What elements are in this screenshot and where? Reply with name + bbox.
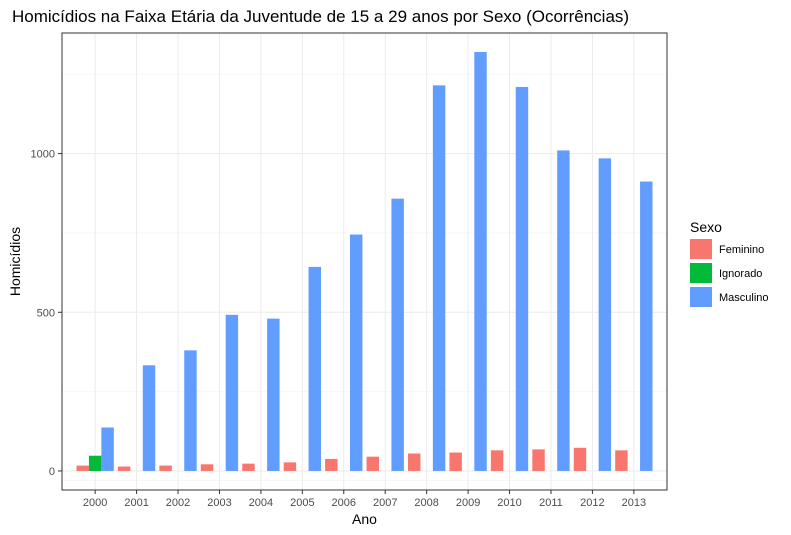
legend: Sexo Feminino Ignorado Masculino xyxy=(690,219,769,307)
x-tick-label: 2013 xyxy=(622,497,646,509)
bar-masculino-2000 xyxy=(101,427,114,471)
chart-title: Homicídios na Faixa Etária da Juventude … xyxy=(12,7,629,26)
x-tick-label: 2009 xyxy=(456,497,480,509)
bar-feminino-2002 xyxy=(159,465,172,471)
bar-masculino-2005 xyxy=(308,266,321,471)
bar-feminino-2010 xyxy=(490,450,504,471)
bar-masculino-2013 xyxy=(640,181,653,471)
x-tick-label: 2004 xyxy=(249,497,273,509)
x-tick-label: 2001 xyxy=(124,497,148,509)
x-tick-label: 2008 xyxy=(414,497,438,509)
y-tick-label: 0 xyxy=(49,466,55,478)
bar-masculino-2004 xyxy=(267,318,280,471)
bar-feminino-2007 xyxy=(366,456,379,471)
bar-masculino-2010 xyxy=(515,86,529,471)
x-tick-label: 2007 xyxy=(373,497,397,509)
bar-masculino-2006 xyxy=(350,234,363,471)
x-tick-label: 2003 xyxy=(207,497,231,509)
x-tick-label: 2005 xyxy=(290,497,314,509)
bar-feminino-2005 xyxy=(283,462,297,471)
x-tick-label: 2000 xyxy=(83,497,107,509)
bar-feminino-2001 xyxy=(117,466,131,471)
x-tick-label: 2006 xyxy=(332,497,356,509)
bar-feminino-2000 xyxy=(76,465,89,471)
x-tick-label: 2011 xyxy=(539,497,563,509)
legend-label-masculino: Masculino xyxy=(719,292,769,304)
bar-ignorado-2000 xyxy=(88,455,102,471)
y-tick-label: 1000 xyxy=(31,149,55,161)
legend-label-ignorado: Ignorado xyxy=(719,268,762,280)
x-axis-title: Ano xyxy=(352,511,377,527)
bars xyxy=(76,52,653,471)
bar-feminino-2006 xyxy=(325,458,338,471)
bar-feminino-2012 xyxy=(573,447,587,471)
bar-masculino-2008 xyxy=(432,85,446,471)
x-tick-label: 2012 xyxy=(580,497,604,509)
x-axis: 2000 2001 2002 2003 2004 2005 2006 2007 2008 2009… xyxy=(83,490,646,509)
y-tick-label: 500 xyxy=(37,307,55,319)
bar-feminino-2004 xyxy=(242,463,255,471)
plot-border xyxy=(61,32,668,491)
legend-key-feminino xyxy=(690,239,712,259)
bar-feminino-2013 xyxy=(615,450,628,471)
legend-key-ignorado xyxy=(690,263,712,283)
bar-feminino-2011 xyxy=(532,449,545,471)
bar-masculino-2001 xyxy=(142,365,156,471)
bar-masculino-2012 xyxy=(598,158,612,471)
bar-masculino-2011 xyxy=(557,150,570,471)
bar-masculino-2009 xyxy=(474,52,487,471)
bar-feminino-2008 xyxy=(408,453,421,471)
legend-label-feminino: Feminino xyxy=(719,244,764,256)
bar-masculino-2007 xyxy=(391,198,404,471)
bar-feminino-2009 xyxy=(449,452,462,471)
x-tick-label: 2010 xyxy=(497,497,521,509)
x-tick-label: 2002 xyxy=(166,497,190,509)
legend-key-masculino xyxy=(690,287,712,307)
y-axis: 0 500 1000 xyxy=(31,149,62,478)
bar-masculino-2003 xyxy=(225,314,239,471)
y-axis-title: Homicídios xyxy=(7,227,23,296)
bar-feminino-2003 xyxy=(200,464,214,471)
bar-masculino-2002 xyxy=(184,350,197,471)
legend-title: Sexo xyxy=(690,219,722,235)
